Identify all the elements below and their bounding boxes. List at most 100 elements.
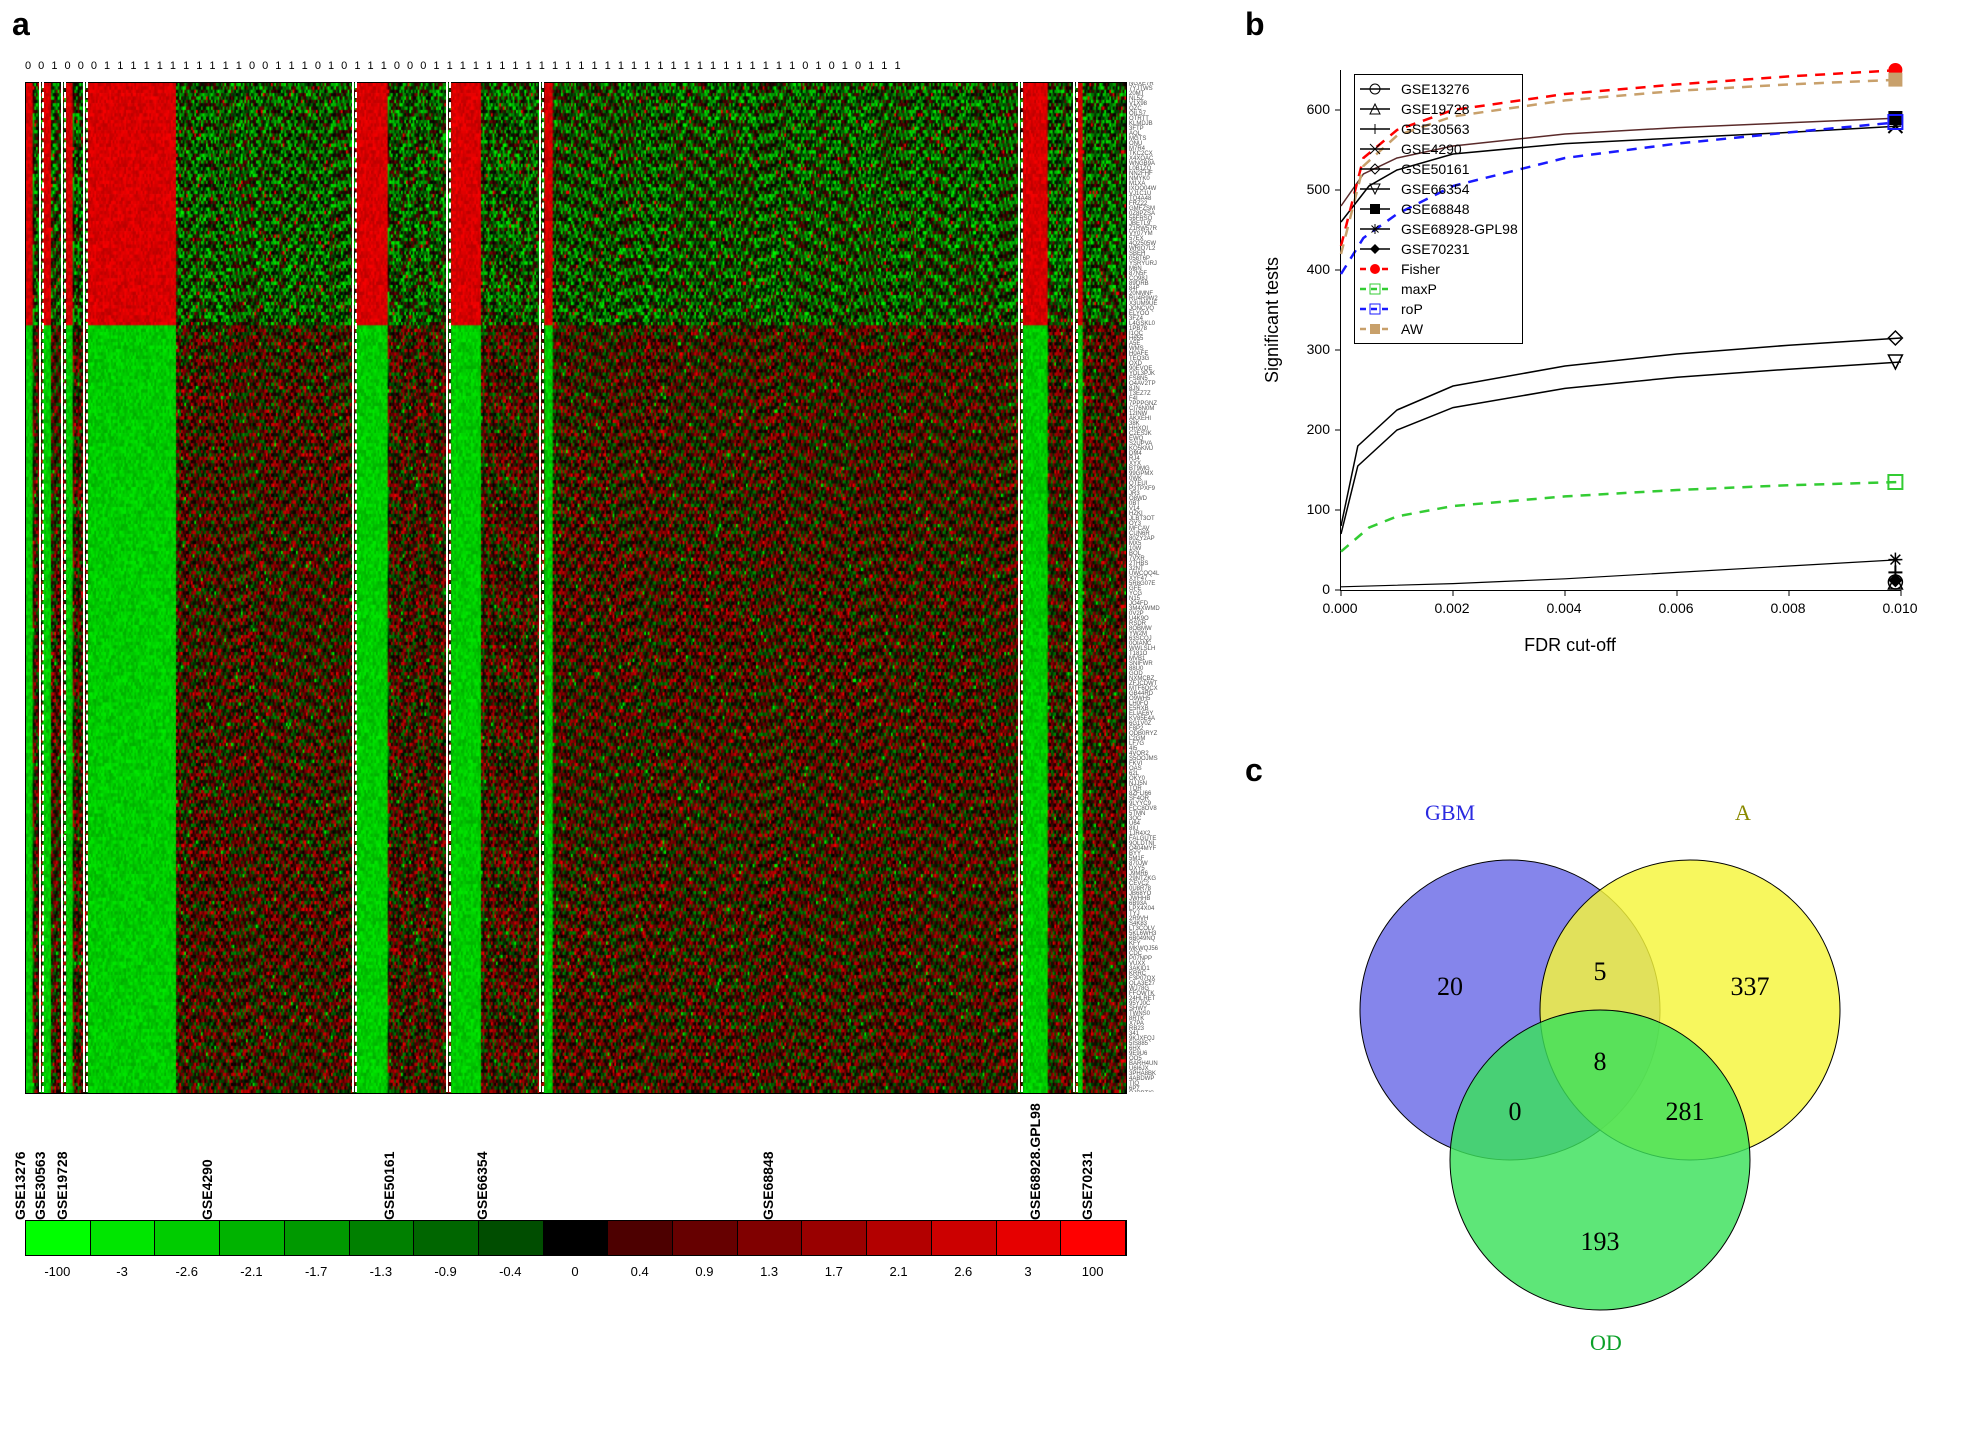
heatmap-canvas — [25, 82, 1127, 1094]
color-swatch — [285, 1221, 350, 1255]
color-tick: -2.1 — [240, 1264, 262, 1279]
venn-label-gbm: GBM — [1425, 800, 1475, 826]
color-swatch — [26, 1221, 91, 1255]
panel-c-label: c — [1245, 752, 1263, 789]
color-swatch — [738, 1221, 803, 1255]
legend-row: Fisher — [1359, 259, 1518, 279]
chart-b-xtick: 0.008 — [1770, 600, 1805, 616]
legend-row: GSE68848 — [1359, 199, 1518, 219]
legend-row: GSE50161 — [1359, 159, 1518, 179]
color-tick: 0 — [571, 1264, 578, 1279]
heatmap-col-label: GSE68928.GPL98 — [1027, 1103, 1043, 1220]
legend-label: GSE70231 — [1401, 241, 1470, 257]
legend-row: GSE4290 — [1359, 139, 1518, 159]
color-tick: 2.6 — [954, 1264, 972, 1279]
heatmap-top-bits: 0 0 1 0 0 0 1 1 1 1 1 1 1 1 1 1 1 0 0 1 … — [25, 60, 1165, 78]
color-swatch — [220, 1221, 285, 1255]
chart-b-xtick: 0.010 — [1882, 600, 1917, 616]
venn-label-od: OD — [1590, 1330, 1622, 1356]
legend-label: GSE4290 — [1401, 141, 1462, 157]
legend-label: GSE50161 — [1401, 161, 1470, 177]
color-tick: 2.1 — [889, 1264, 907, 1279]
color-tick: 0.9 — [695, 1264, 713, 1279]
legend-label: GSE19728 — [1401, 101, 1470, 117]
heatmap-col-label: GSE13276 — [12, 1152, 28, 1221]
heatmap-col-label: GSE70231 — [1079, 1152, 1095, 1221]
chart-b-ytick: 100 — [1307, 501, 1330, 517]
legend-label: GSE13276 — [1401, 81, 1470, 97]
color-tick: 0.4 — [631, 1264, 649, 1279]
color-swatch — [91, 1221, 156, 1255]
heatmap-col-label: GSE68848 — [760, 1152, 776, 1221]
svg-text:5: 5 — [1594, 957, 1607, 986]
chart-b-ytick: 0 — [1322, 581, 1330, 597]
legend-label: maxP — [1401, 281, 1437, 297]
color-tick: -1.3 — [370, 1264, 392, 1279]
legend-label: GSE68928-GPL98 — [1401, 221, 1518, 237]
chart-b-xlabel: FDR cut-off — [1524, 635, 1616, 656]
color-swatch — [997, 1221, 1062, 1255]
chart-b-ylabel: Significant tests — [1262, 257, 1283, 383]
color-ticks: -100 -3 -2.6 -2.1 -1.7 -1.3 -0.9 -0.4 0 0.4 0.9 1.3… — [25, 1256, 1125, 1286]
venn-svg: 20337193502818 — [1290, 810, 1910, 1370]
color-swatch — [544, 1221, 609, 1255]
legend-label: roP — [1401, 301, 1423, 317]
legend-row: maxP — [1359, 279, 1518, 299]
chart-b-ytick: 200 — [1307, 421, 1330, 437]
color-tick: -100 — [44, 1264, 70, 1279]
chart-b-xtick: 0.002 — [1434, 600, 1469, 616]
legend-row: AW — [1359, 319, 1518, 339]
legend-label: GSE68848 — [1401, 201, 1470, 217]
svg-text:20: 20 — [1437, 972, 1463, 1001]
chart-b-ytick: 600 — [1307, 101, 1330, 117]
heatmap-col-label: GSE30563 — [32, 1152, 48, 1221]
color-swatch — [155, 1221, 220, 1255]
color-tick: -1.7 — [305, 1264, 327, 1279]
color-tick: -0.9 — [434, 1264, 456, 1279]
heatmap-column-labels: GSE13276GSE30563GSE19728GSE4290GSE50161G… — [25, 1100, 1125, 1220]
legend-label: GSE30563 — [1401, 121, 1470, 137]
svg-text:337: 337 — [1731, 972, 1770, 1001]
svg-text:281: 281 — [1666, 1097, 1705, 1126]
color-swatch — [414, 1221, 479, 1255]
color-swatch — [350, 1221, 415, 1255]
color-tick: -2.6 — [176, 1264, 198, 1279]
color-tick: 3 — [1024, 1264, 1031, 1279]
legend-row: GSE30563 — [1359, 119, 1518, 139]
legend-row: GSE13276 — [1359, 79, 1518, 99]
color-tick: 1.7 — [825, 1264, 843, 1279]
color-bar — [25, 1220, 1127, 1256]
legend-row: GSE66354 — [1359, 179, 1518, 199]
legend-row: roP — [1359, 299, 1518, 319]
color-tick: -3 — [116, 1264, 128, 1279]
svg-text:0: 0 — [1509, 1097, 1522, 1126]
legend-label: Fisher — [1401, 261, 1440, 277]
chart-b-ytick: 300 — [1307, 341, 1330, 357]
color-swatch — [608, 1221, 673, 1255]
chart-b-ytick: 500 — [1307, 181, 1330, 197]
heatmap-col-label: GSE50161 — [381, 1152, 397, 1221]
chart-b: 0100200300400500600 0.0000.0020.0040.006… — [1270, 60, 1925, 680]
heatmap-row-labels: NGXE7R7YJTWS20MTNL5ZV1X98QZCOILS7OTRTTKL… — [1129, 82, 1184, 1092]
color-swatch — [479, 1221, 544, 1255]
legend-label: GSE66354 — [1401, 181, 1470, 197]
heatmap-color-legend: -100 -3 -2.6 -2.1 -1.7 -1.3 -0.9 -0.4 0 0.4 0.9 1.3… — [25, 1220, 1125, 1340]
color-tick: 1.3 — [760, 1264, 778, 1279]
figure-root: a 0 0 1 0 0 0 1 1 1 1 1 1 1 1 1 1 1 0 0 … — [0, 0, 1961, 1440]
color-swatch — [802, 1221, 867, 1255]
heatmap-col-label: GSE66354 — [474, 1152, 490, 1221]
panel-a-label: a — [12, 6, 30, 43]
chart-b-legend: GSE13276 GSE19728 GSE30563 GSE4290 GSE50161 G… — [1354, 74, 1523, 344]
color-tick: -0.4 — [499, 1264, 521, 1279]
color-swatch — [932, 1221, 997, 1255]
chart-b-xtick: 0.000 — [1322, 600, 1357, 616]
legend-row: GSE19728 — [1359, 99, 1518, 119]
heatmap-panel: 0 0 1 0 0 0 1 1 1 1 1 1 1 1 1 1 1 0 0 1 … — [25, 60, 1165, 1140]
svg-text:193: 193 — [1581, 1227, 1620, 1256]
venn-diagram: GBM A OD 20337193502818 — [1290, 810, 1910, 1370]
chart-b-xtick: 0.004 — [1546, 600, 1581, 616]
legend-row: GSE70231 — [1359, 239, 1518, 259]
chart-b-ytick: 400 — [1307, 261, 1330, 277]
color-swatch — [867, 1221, 932, 1255]
color-swatch — [673, 1221, 738, 1255]
